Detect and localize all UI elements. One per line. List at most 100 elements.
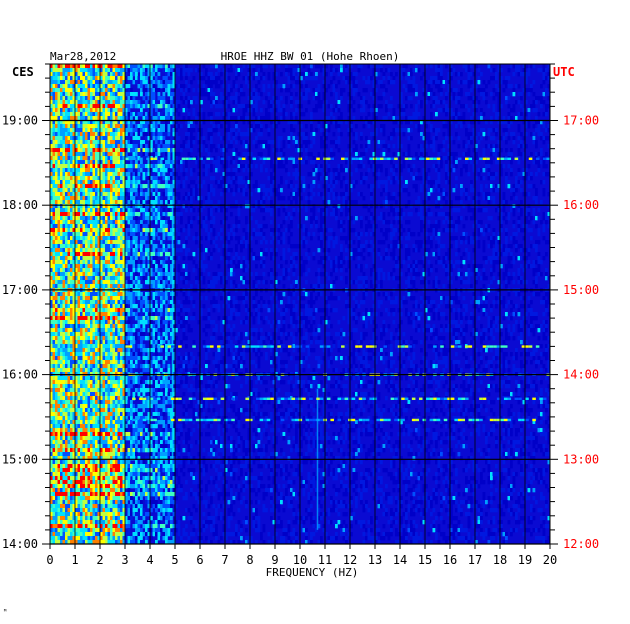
heatmap-cell [485, 84, 488, 89]
heatmap-cell [490, 144, 493, 149]
heatmap-cell [135, 160, 138, 165]
heatmap-cell [120, 240, 123, 245]
heatmap-cell [135, 200, 138, 205]
heatmap-cell [85, 220, 88, 225]
heatmap-cell [87, 96, 91, 101]
heatmap-cell [202, 156, 206, 161]
heatmap-cell [155, 64, 158, 69]
heatmap-cell [112, 204, 116, 209]
heatmap-cell [332, 204, 336, 209]
heatmap-cell [142, 104, 146, 109]
heatmap-cell [292, 196, 296, 201]
heatmap-cell [157, 228, 161, 233]
heatmap-cell [400, 236, 403, 241]
heatmap-cell [530, 64, 533, 69]
heatmap-cell [305, 76, 308, 81]
heatmap-cell [322, 72, 326, 77]
heatmap-cell [50, 80, 53, 85]
heatmap-cell [62, 216, 66, 221]
heatmap-cell [337, 136, 341, 141]
heatmap-cell [187, 224, 191, 229]
heatmap-cell [270, 172, 273, 177]
heatmap-cell [167, 232, 171, 237]
heatmap-cell [247, 156, 251, 161]
heatmap-cell [145, 132, 148, 137]
heatmap-cell [417, 168, 421, 173]
heatmap-cell [172, 156, 176, 161]
heatmap-cell [142, 224, 146, 229]
heatmap-cell [402, 188, 406, 193]
heatmap-cell [510, 188, 513, 193]
heatmap-cell [215, 180, 218, 185]
heatmap-cell [147, 248, 151, 253]
heatmap-cell [185, 108, 188, 113]
heatmap-cell [147, 236, 151, 241]
heatmap-cell [485, 92, 488, 97]
heatmap-cell [167, 68, 171, 73]
heatmap-cell [102, 144, 106, 149]
heatmap-cell [382, 116, 386, 121]
heatmap-cell [240, 248, 243, 253]
heatmap-cell [82, 184, 86, 189]
heatmap-cell [255, 120, 258, 125]
heatmap-cell [397, 144, 401, 149]
heatmap-cell [82, 136, 86, 141]
heatmap-cell [307, 88, 311, 93]
heatmap-cell [290, 200, 293, 205]
heatmap-cell [292, 136, 296, 141]
heatmap-cell [122, 104, 126, 109]
heatmap-cell [335, 212, 338, 217]
heatmap-cell [290, 112, 293, 117]
heatmap-cell [130, 168, 133, 173]
heatmap-cell [197, 208, 201, 213]
heatmap-cell [437, 68, 441, 73]
heatmap-cell [455, 236, 458, 241]
heatmap-cell [105, 184, 108, 189]
heatmap-cell [157, 92, 161, 97]
heatmap-cell [72, 176, 76, 181]
heatmap-cell [525, 216, 528, 221]
heatmap-cell [425, 144, 428, 149]
heatmap-cell [147, 216, 151, 221]
heatmap-cell [475, 104, 478, 109]
heatmap-cell [77, 212, 81, 217]
heatmap-cell [377, 96, 381, 101]
heatmap-cell [70, 248, 73, 253]
heatmap-cell [420, 100, 423, 105]
heatmap-cell [157, 168, 161, 173]
heatmap-cell [125, 144, 128, 149]
heatmap-cell [175, 156, 178, 161]
heatmap-cell [70, 216, 73, 221]
heatmap-cell [422, 136, 426, 141]
heatmap-cell [242, 164, 246, 169]
heatmap-cell [530, 88, 533, 93]
heatmap-cell [110, 200, 113, 205]
heatmap-cell [95, 196, 98, 201]
heatmap-cell [170, 120, 173, 125]
heatmap-cell [80, 92, 83, 97]
heatmap-cell [152, 212, 156, 217]
heatmap-cell [407, 144, 411, 149]
heatmap-cell [160, 168, 163, 173]
heatmap-cell [432, 232, 436, 237]
heatmap-cell [532, 160, 536, 165]
heatmap-cell [362, 152, 366, 157]
heatmap-cell [85, 152, 88, 157]
heatmap-cell [117, 104, 121, 109]
heatmap-cell [142, 96, 146, 101]
heatmap-cell [420, 240, 423, 245]
heatmap-cell [72, 64, 76, 69]
heatmap-cell [135, 92, 138, 97]
heatmap-cell [110, 132, 113, 137]
heatmap-cell [350, 76, 353, 81]
heatmap-cell [105, 216, 108, 221]
heatmap-cell [345, 192, 348, 197]
heatmap-cell [377, 72, 381, 77]
heatmap-cell [187, 248, 191, 253]
heatmap-cell [122, 128, 126, 133]
heatmap-cell [142, 72, 146, 77]
heatmap-cell [490, 240, 493, 245]
heatmap-cell [175, 164, 178, 169]
heatmap-cell [322, 104, 326, 109]
heatmap-cell [172, 164, 176, 169]
